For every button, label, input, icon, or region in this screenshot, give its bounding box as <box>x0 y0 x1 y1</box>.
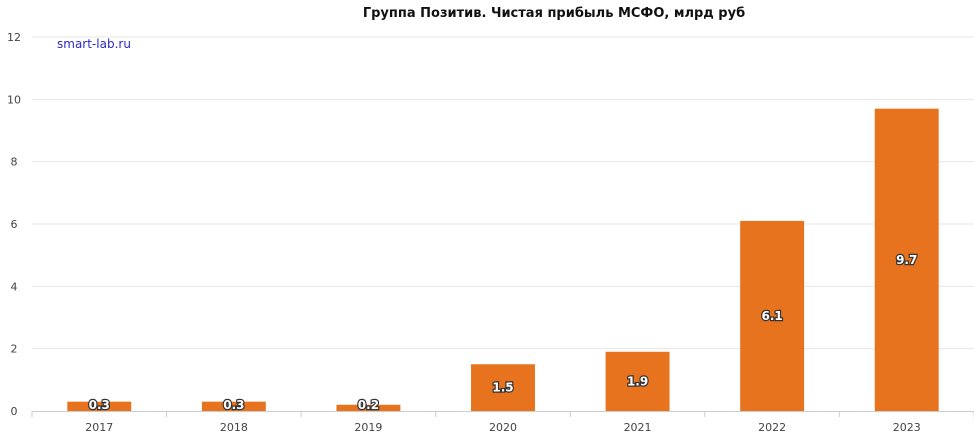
grid <box>32 36 974 350</box>
y-tick-label: 0 <box>11 405 18 418</box>
x-tick-label: 2017 <box>85 421 113 434</box>
bar-2021 <box>605 351 670 411</box>
x-tick-label: 2018 <box>220 421 248 434</box>
data-label: 0.3 <box>223 398 244 412</box>
chart-title: Группа Позитив. Чистая прибыль МСФО, млр… <box>363 6 745 21</box>
bar-2023 <box>874 108 939 411</box>
bars <box>67 108 939 411</box>
x-tick-label: 2021 <box>624 421 652 434</box>
bar-2018 <box>201 401 266 411</box>
y-tick-label: 8 <box>11 156 18 169</box>
data-label: 0.2 <box>358 398 379 412</box>
x-axis: 2017 2018 2019 2020 2021 2022 2023 <box>31 411 974 434</box>
bar-2020 <box>471 364 535 411</box>
y-tick-label: 12 <box>7 31 21 44</box>
x-tick-label: 2022 <box>758 421 786 434</box>
data-label: 9.7 <box>896 253 917 267</box>
data-labels: 0.3 0.3 0.2 1.5 1.9 6.1 9.7 <box>87 252 918 414</box>
y-tick-label: 10 <box>7 93 21 106</box>
bar-2017 <box>67 401 132 411</box>
x-tick-label: 2019 <box>354 421 382 434</box>
y-tick-label: 2 <box>11 343 18 356</box>
data-label: 1.9 <box>627 374 648 388</box>
y-tick-label: 4 <box>11 280 18 293</box>
y-axis: 0 2 4 6 8 10 12 <box>7 31 21 418</box>
data-label: 1.5 <box>492 381 513 395</box>
x-tick-label: 2020 <box>489 421 517 434</box>
bar-2019 <box>336 404 401 411</box>
y-tick-label: 6 <box>11 218 18 231</box>
data-label: 6.1 <box>762 309 783 323</box>
data-label: 0.3 <box>89 398 110 412</box>
bar-2022 <box>740 220 805 411</box>
watermark: smart-lab.ru <box>57 37 131 51</box>
x-tick-label: 2023 <box>893 421 921 434</box>
